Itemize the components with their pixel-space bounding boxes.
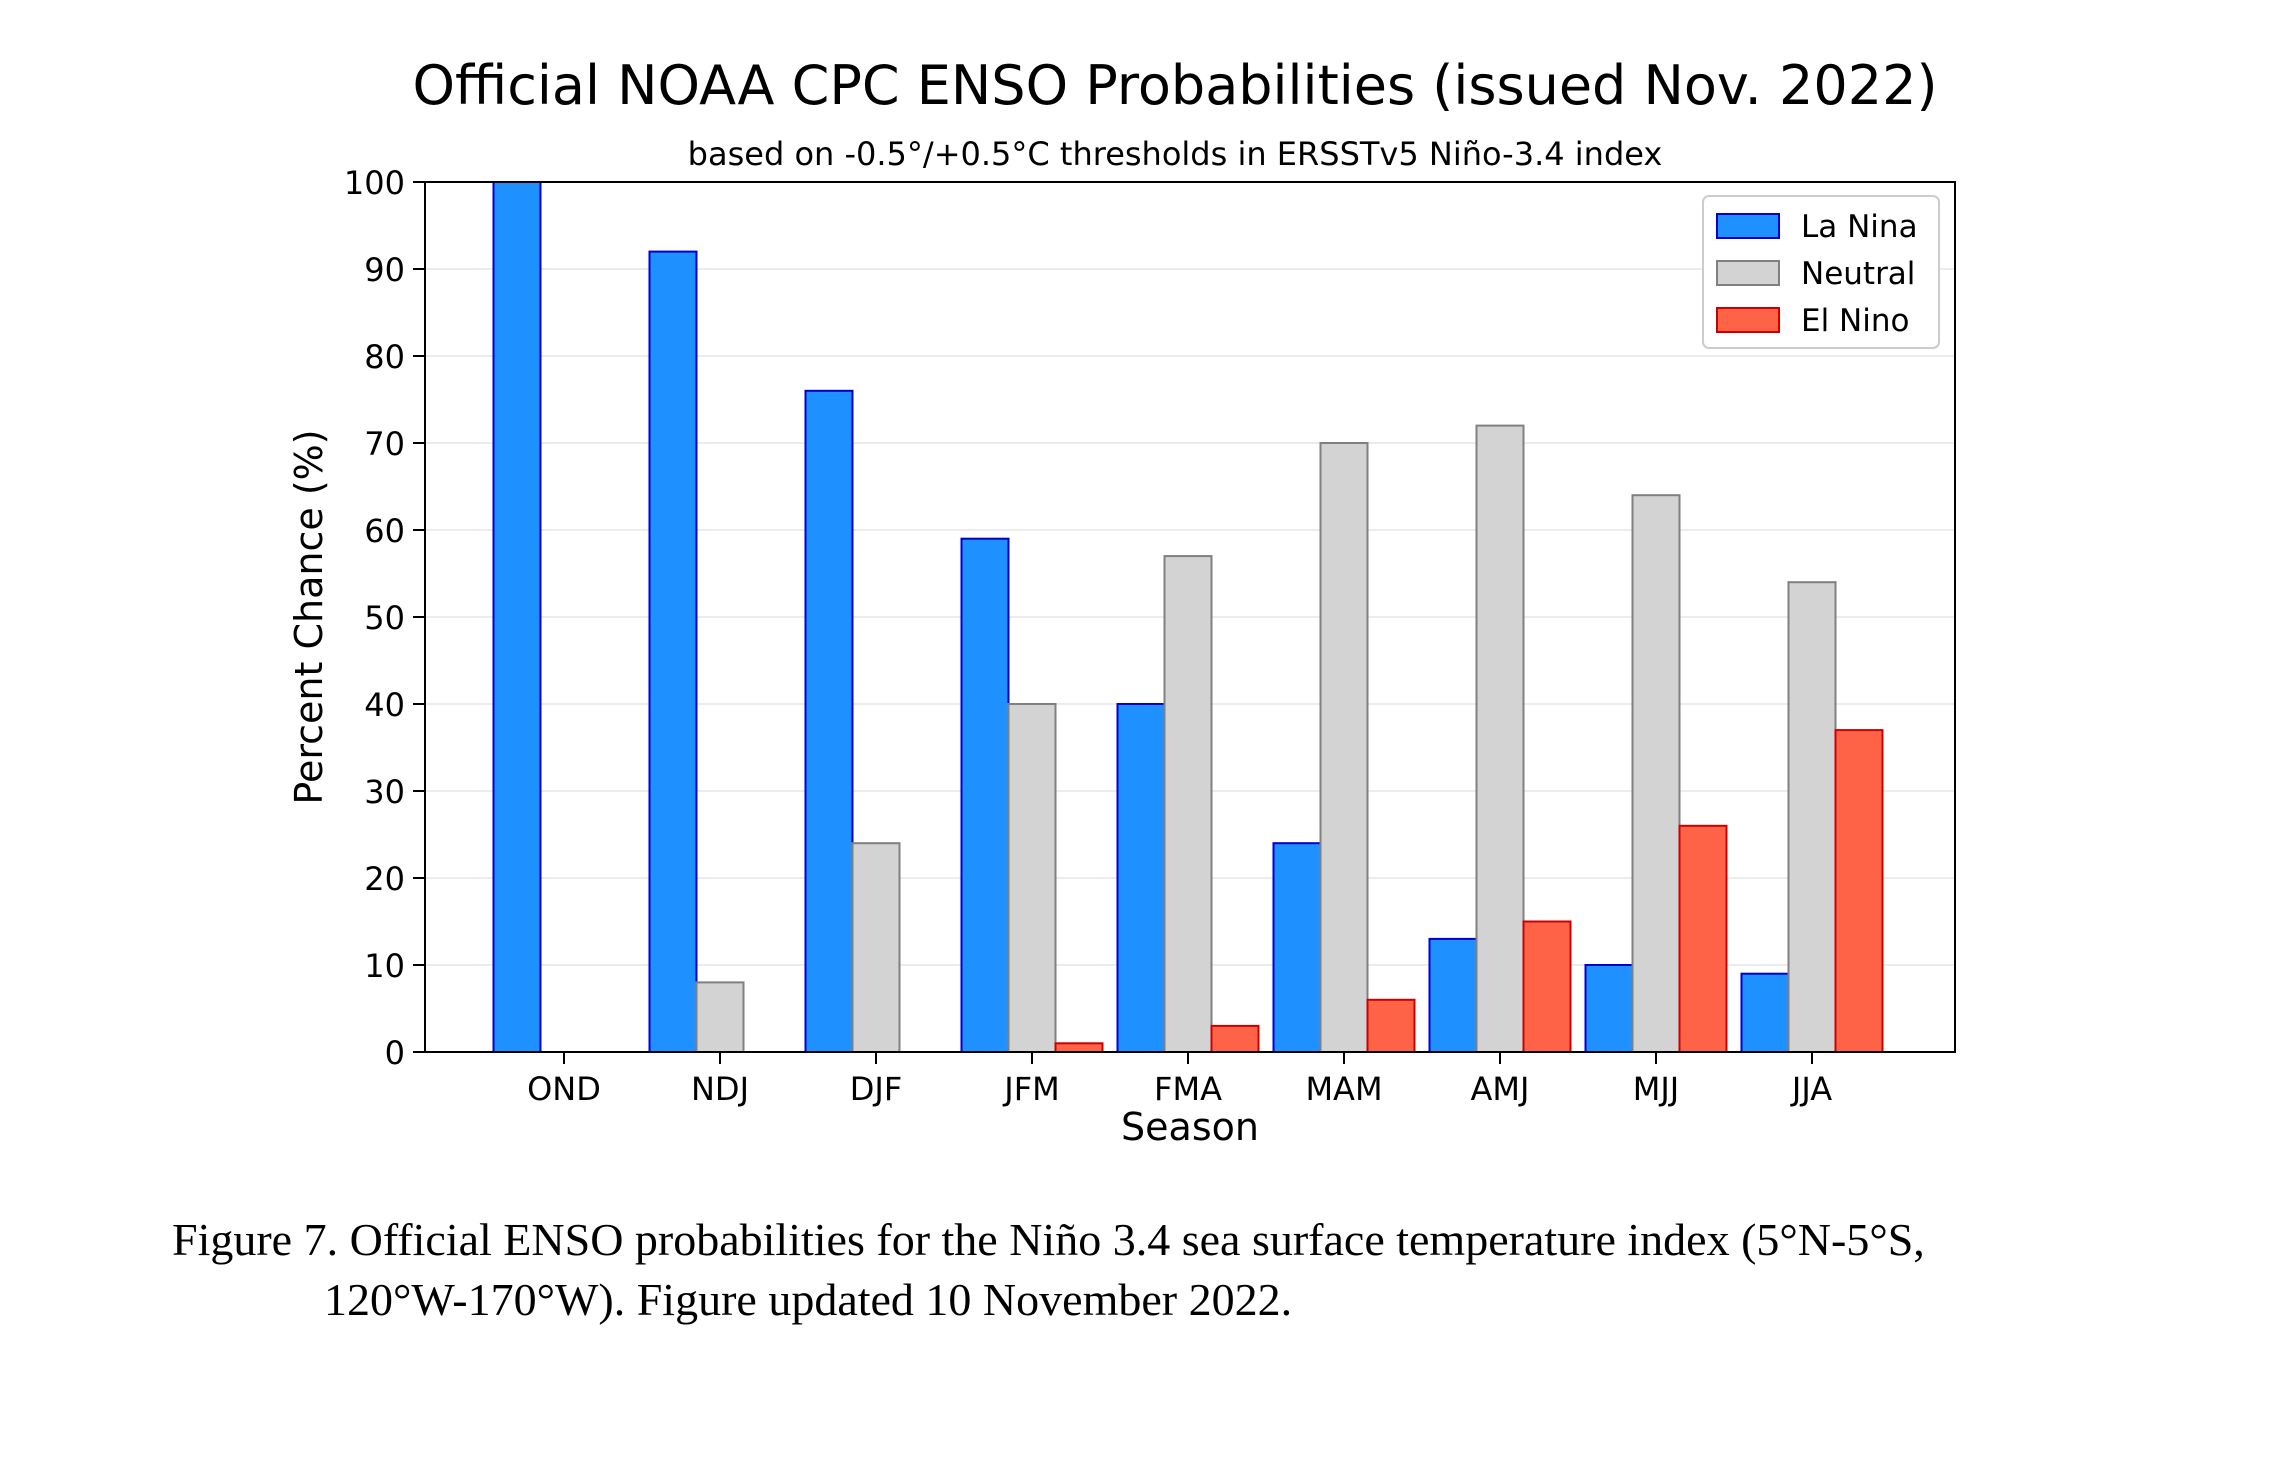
y-tick-label: 80: [364, 338, 405, 376]
x-tick-label: JFM: [1002, 1070, 1059, 1108]
x-axis-ticks: OND NDJ DJF JFM FMA MAM AMJ MJJ JJA: [527, 1052, 1832, 1108]
y-tick-label: 70: [364, 425, 405, 463]
chart-subtitle: based on -0.5°/+0.5°C thresholds in ERSS…: [688, 135, 1663, 173]
bar-neutral-ndj: [695, 981, 745, 1054]
legend-swatch: [1716, 260, 1780, 286]
bar-la-nina-ndj: [648, 250, 698, 1054]
y-tick-label: 20: [364, 860, 405, 898]
y-tick-label: 60: [364, 512, 405, 550]
bar-la-nina-jja: [1740, 972, 1790, 1054]
y-tick-label: 100: [344, 164, 405, 202]
y-tick-label: 40: [364, 686, 405, 724]
x-tick-label: MAM: [1305, 1070, 1382, 1108]
legend-label: El Nino: [1801, 303, 1909, 339]
caption-line-1: Figure 7. Official ENSO probabilities fo…: [172, 1214, 1925, 1265]
bar-el-nino-mjj: [1678, 824, 1728, 1053]
y-tick-label: 10: [364, 947, 405, 985]
bar-el-nino-fma: [1210, 1024, 1260, 1054]
bar-neutral-mam: [1319, 442, 1369, 1053]
bar-el-nino-amj: [1522, 920, 1572, 1053]
x-tick-label: MJJ: [1633, 1070, 1679, 1108]
bar-la-nina-fma: [1116, 703, 1166, 1053]
bar-neutral-amj: [1475, 424, 1525, 1054]
x-tick-label: AMJ: [1471, 1070, 1530, 1108]
bar-la-nina-mam: [1272, 842, 1322, 1054]
legend-swatch: [1716, 213, 1780, 239]
y-axis-ticks: 0 10 20 30 40 50 60 70 80 90 100: [344, 164, 425, 1072]
bar-la-nina-ond: [492, 181, 542, 1053]
chart-title: Official NOAA CPC ENSO Probabilities (is…: [412, 54, 1937, 117]
y-tick-label: 50: [364, 599, 405, 637]
bar-el-nino-mam: [1366, 998, 1416, 1053]
x-tick-label: FMA: [1154, 1070, 1222, 1108]
bars: [492, 181, 1884, 1054]
y-tick-label: 0: [385, 1034, 405, 1072]
legend-label: La Nina: [1801, 209, 1918, 245]
x-tick-label: DJF: [850, 1070, 902, 1108]
bar-neutral-jja: [1787, 581, 1837, 1053]
legend: La Nina Neutral El Nino: [1702, 195, 1940, 349]
bar-neutral-fma: [1163, 555, 1213, 1053]
y-tick-label: 30: [364, 773, 405, 811]
legend-label: Neutral: [1801, 256, 1915, 292]
bar-la-nina-amj: [1428, 937, 1478, 1054]
x-tick-label: OND: [527, 1070, 601, 1108]
bar-la-nina-jfm: [960, 537, 1010, 1053]
x-tick-label: NDJ: [691, 1070, 749, 1108]
bar-neutral-djf: [851, 842, 901, 1054]
bar-neutral-mjj: [1631, 494, 1681, 1053]
legend-swatch: [1716, 307, 1780, 333]
x-axis-label: Season: [1121, 1105, 1259, 1149]
bar-la-nina-djf: [804, 389, 854, 1053]
x-tick-label: JJA: [1790, 1070, 1832, 1108]
y-tick-label: 90: [364, 251, 405, 289]
bar-neutral-jfm: [1007, 703, 1057, 1053]
figure-caption: Figure 7. Official ENSO probabilities fo…: [172, 1210, 2152, 1330]
bar-el-nino-jfm: [1054, 1042, 1104, 1054]
y-axis-label: Percent Chance (%): [287, 429, 331, 804]
bar-el-nino-jja: [1834, 729, 1884, 1053]
caption-line-2: 120°W-170°W). Figure updated 10 November…: [324, 1274, 1293, 1325]
bar-la-nina-mjj: [1584, 964, 1634, 1053]
